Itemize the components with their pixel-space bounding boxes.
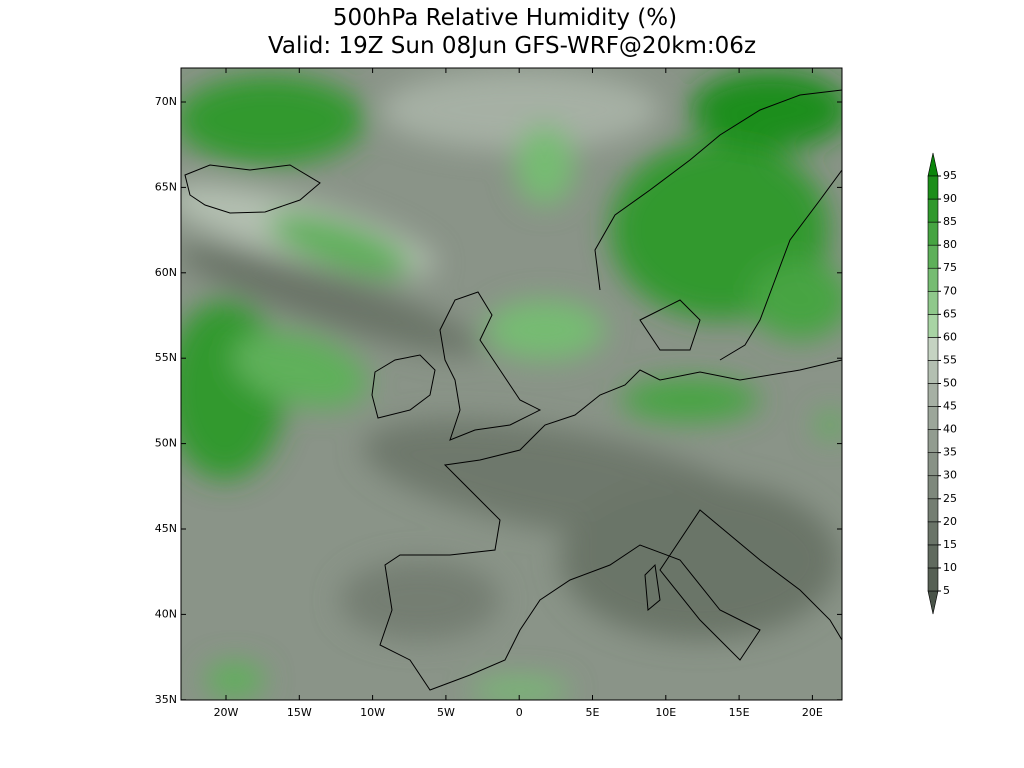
colorbar-label: 50 xyxy=(943,377,957,390)
lat-label: 70N xyxy=(155,95,177,108)
colorbar-segment xyxy=(927,198,939,223)
colorbar-segment xyxy=(927,267,939,292)
colorbar-label: 55 xyxy=(943,353,957,366)
lat-label: 60N xyxy=(155,266,177,279)
colorbar-segment xyxy=(927,521,939,546)
axes: 70N 65N 60N 55N 50N 45N 40N 35N 20W 15W 10W 5W 0 5E 10… xyxy=(155,68,842,719)
humidity-field xyxy=(181,68,842,700)
lon-label: 5E xyxy=(586,706,600,719)
colorbar-label: 90 xyxy=(943,192,957,205)
title: 500hPa Relative Humidity (%) xyxy=(333,5,677,31)
coastlines xyxy=(184,89,842,691)
colorbar-segment xyxy=(927,221,939,246)
lon-label: 20W xyxy=(214,706,239,719)
map-frame xyxy=(180,67,843,701)
colorbar-label: 45 xyxy=(943,400,957,413)
lon-label: 20E xyxy=(802,706,823,719)
colorbar-label: 35 xyxy=(943,446,957,459)
lon-label: 5W xyxy=(437,706,455,719)
colorbar-label: 85 xyxy=(943,215,957,228)
colorbar-label: 95 xyxy=(943,169,957,182)
colorbar-segment xyxy=(927,406,939,430)
colorbar-segment xyxy=(927,383,939,407)
colorbar-label: 5 xyxy=(943,584,950,597)
colorbar-label: 70 xyxy=(943,284,957,297)
lat-label: 35N xyxy=(155,693,177,706)
lon-label: 10E xyxy=(655,706,676,719)
colorbar-label: 25 xyxy=(943,492,957,505)
colorbar: 5 10 15 20 25 30 35 40 45 50 55 60 65 70 75 80 85 90 95 xyxy=(927,152,957,615)
colorbar-label: 10 xyxy=(943,561,957,574)
colorbar-segment xyxy=(927,290,939,315)
colorbar-segment xyxy=(927,475,939,500)
lon-label: 15E xyxy=(729,706,750,719)
colorbar-segment xyxy=(927,567,939,592)
colorbar-segment xyxy=(927,175,939,200)
colorbar-label: 60 xyxy=(943,330,957,343)
colorbar-extend-low xyxy=(927,590,939,615)
colorbar-label: 30 xyxy=(943,469,957,482)
lat-label: 40N xyxy=(155,607,177,620)
colorbar-label: 15 xyxy=(943,538,957,551)
lon-label: 15W xyxy=(287,706,312,719)
colorbar-segment xyxy=(927,544,939,569)
lon-label: 10W xyxy=(360,706,385,719)
colorbar-label: 20 xyxy=(943,515,957,528)
colorbar-segment xyxy=(927,452,939,477)
colorbar-label: 65 xyxy=(943,307,957,320)
colorbar-segment xyxy=(927,337,939,361)
colorbar-extend-high xyxy=(927,152,939,177)
lat-label: 55N xyxy=(155,351,177,364)
lat-label: 50N xyxy=(155,437,177,450)
colorbar-segment xyxy=(927,314,939,338)
colorbar-segment xyxy=(927,429,939,453)
colorbar-segment xyxy=(927,498,939,523)
colorbar-segment xyxy=(927,244,939,269)
lon-label: 0 xyxy=(516,706,523,719)
colorbar-segment xyxy=(927,360,939,384)
colorbar-label: 75 xyxy=(943,261,957,274)
lat-label: 45N xyxy=(155,522,177,535)
colorbar-label: 80 xyxy=(943,238,957,251)
subtitle: Valid: 19Z Sun 08Jun GFS-WRF@20km:06z xyxy=(268,33,756,59)
lat-label: 65N xyxy=(155,180,177,193)
colorbar-label: 40 xyxy=(943,423,957,436)
